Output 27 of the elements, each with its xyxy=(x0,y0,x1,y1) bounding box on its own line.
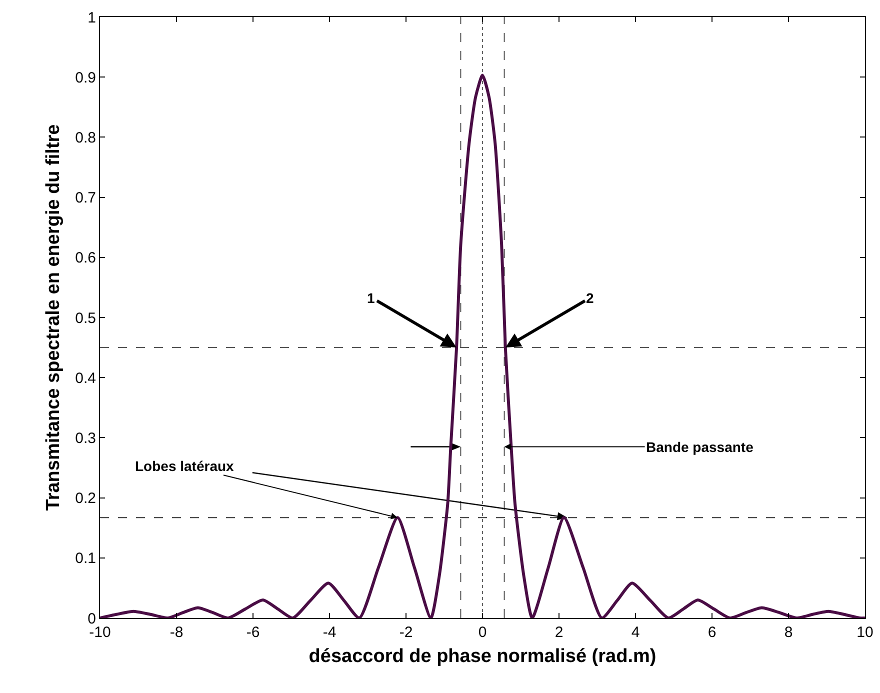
y-tick-label: 0.3 xyxy=(75,430,96,447)
x-tick-label: -8 xyxy=(170,624,184,641)
y-tick-label: 0.1 xyxy=(75,550,96,568)
y-tick-label: 0.2 xyxy=(75,490,96,508)
y-tick-label: 0.9 xyxy=(75,69,96,86)
y-tick-label: 0.5 xyxy=(75,310,96,327)
x-tick-label: 2 xyxy=(554,624,564,641)
annotation: 1 xyxy=(367,290,375,306)
y-tick-label: 0.4 xyxy=(75,370,96,387)
annotation: Bande passante xyxy=(646,439,754,455)
annotation: 2 xyxy=(586,290,594,306)
x-tick-label: -6 xyxy=(246,624,260,641)
x-tick-label: 6 xyxy=(708,624,716,641)
y-tick-label: 0.8 xyxy=(75,129,96,146)
x-axis-title: désaccord de phase normalisé (rad.m) xyxy=(308,646,656,667)
x-tick-label: 4 xyxy=(631,624,640,641)
x-tick-label: -4 xyxy=(322,624,336,641)
x-tick-label: 0 xyxy=(478,624,487,641)
y-axis-title: Transmitance spectrale en energie du filtre xyxy=(42,124,64,511)
y-tick-label: 1 xyxy=(88,9,96,26)
y-tick-label: 0.6 xyxy=(75,250,96,267)
x-tick-label: -2 xyxy=(399,624,413,641)
line-series xyxy=(100,74,865,618)
annotation: Lobes latéraux xyxy=(135,458,234,474)
x-tick-label: 10 xyxy=(856,624,874,641)
x-tick-label: 8 xyxy=(784,624,793,641)
y-tick-label: 0.7 xyxy=(75,190,96,207)
